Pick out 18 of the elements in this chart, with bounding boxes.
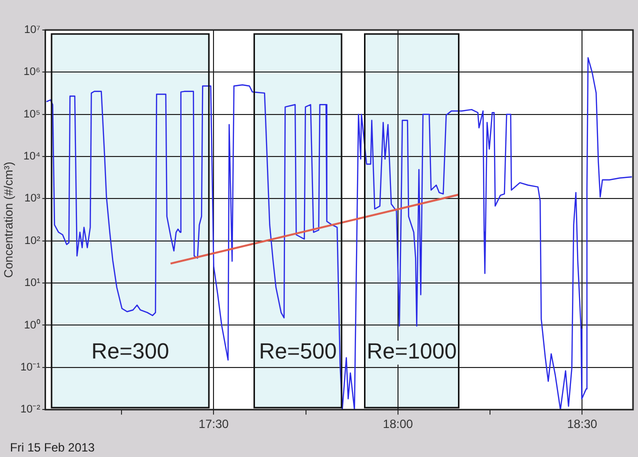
band-label: Re=300 — [91, 338, 170, 364]
y-tick-label: 10⁻¹ — [20, 361, 41, 374]
band-label: Re=1000 — [366, 338, 457, 364]
y-tick-label: 10¹ — [24, 277, 41, 290]
y-axis-title: Concentration (#/cm³) — [2, 162, 16, 278]
x-tick-label: 17:30 — [198, 417, 230, 432]
y-tick-label: 10⁰ — [24, 318, 40, 332]
y-tick-label: 10⁶ — [24, 66, 40, 78]
y-tick-label: 10⁵ — [24, 108, 40, 120]
x-tick-label: 18:30 — [567, 417, 598, 432]
band-label: Re=500 — [259, 338, 337, 364]
text: Fri 15 Feb 2013 — [10, 440, 96, 454]
x-tick-label: 18:00 — [382, 417, 414, 432]
y-tick-label: 10³ — [24, 192, 41, 205]
y-tick-label: 10² — [24, 234, 41, 247]
y-tick-label: 10⁻² — [20, 404, 41, 416]
y-tick-label: 10⁴ — [23, 150, 41, 163]
y-tick-label: 10⁷ — [24, 24, 40, 36]
